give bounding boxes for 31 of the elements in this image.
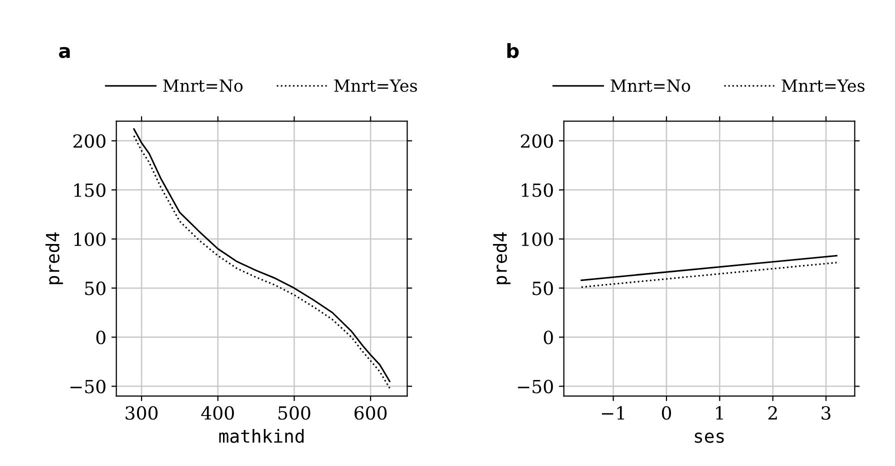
x-tick-label: 0: [662, 406, 672, 420]
legend-label: Mnrt=Yes: [782, 80, 864, 92]
y-tick-label: 150: [522, 183, 553, 198]
y-tick-label: 0: [96, 330, 106, 344]
chart-title: a: [59, 46, 70, 58]
y-axis-title: pred4: [45, 232, 63, 284]
x-tick-label: −1: [602, 406, 624, 420]
y-tick-label: −50: [70, 380, 106, 394]
y-axis-title: pred4: [492, 232, 510, 284]
y-tick-label: −50: [518, 380, 553, 394]
x-tick-label: 500: [278, 406, 310, 420]
x-axis-title: ses: [694, 432, 724, 443]
legend-label: Mnrt=No: [610, 80, 690, 92]
legend-label: Mnrt=Yes: [334, 80, 417, 92]
y-tick-label: 0: [544, 330, 553, 344]
y-tick-label: 200: [73, 134, 106, 148]
x-tick-label: 3: [822, 406, 830, 420]
y-tick-label: 50: [532, 282, 553, 296]
chart-title: b: [507, 43, 519, 58]
x-tick-label: 2: [768, 406, 777, 420]
y-tick-label: 50: [85, 282, 106, 296]
x-axis-title: mathkind: [219, 428, 304, 443]
y-tick-label: 100: [522, 232, 553, 246]
x-tick-label: 600: [354, 406, 387, 420]
y-tick-label: 200: [520, 134, 553, 148]
y-tick-label: 150: [74, 183, 106, 198]
x-tick-label: 400: [201, 406, 234, 420]
x-tick-label: 300: [126, 406, 158, 420]
y-tick-label: 100: [74, 232, 106, 246]
legend-label: Mnrt=No: [163, 80, 243, 92]
x-tick-label: 1: [716, 406, 723, 420]
